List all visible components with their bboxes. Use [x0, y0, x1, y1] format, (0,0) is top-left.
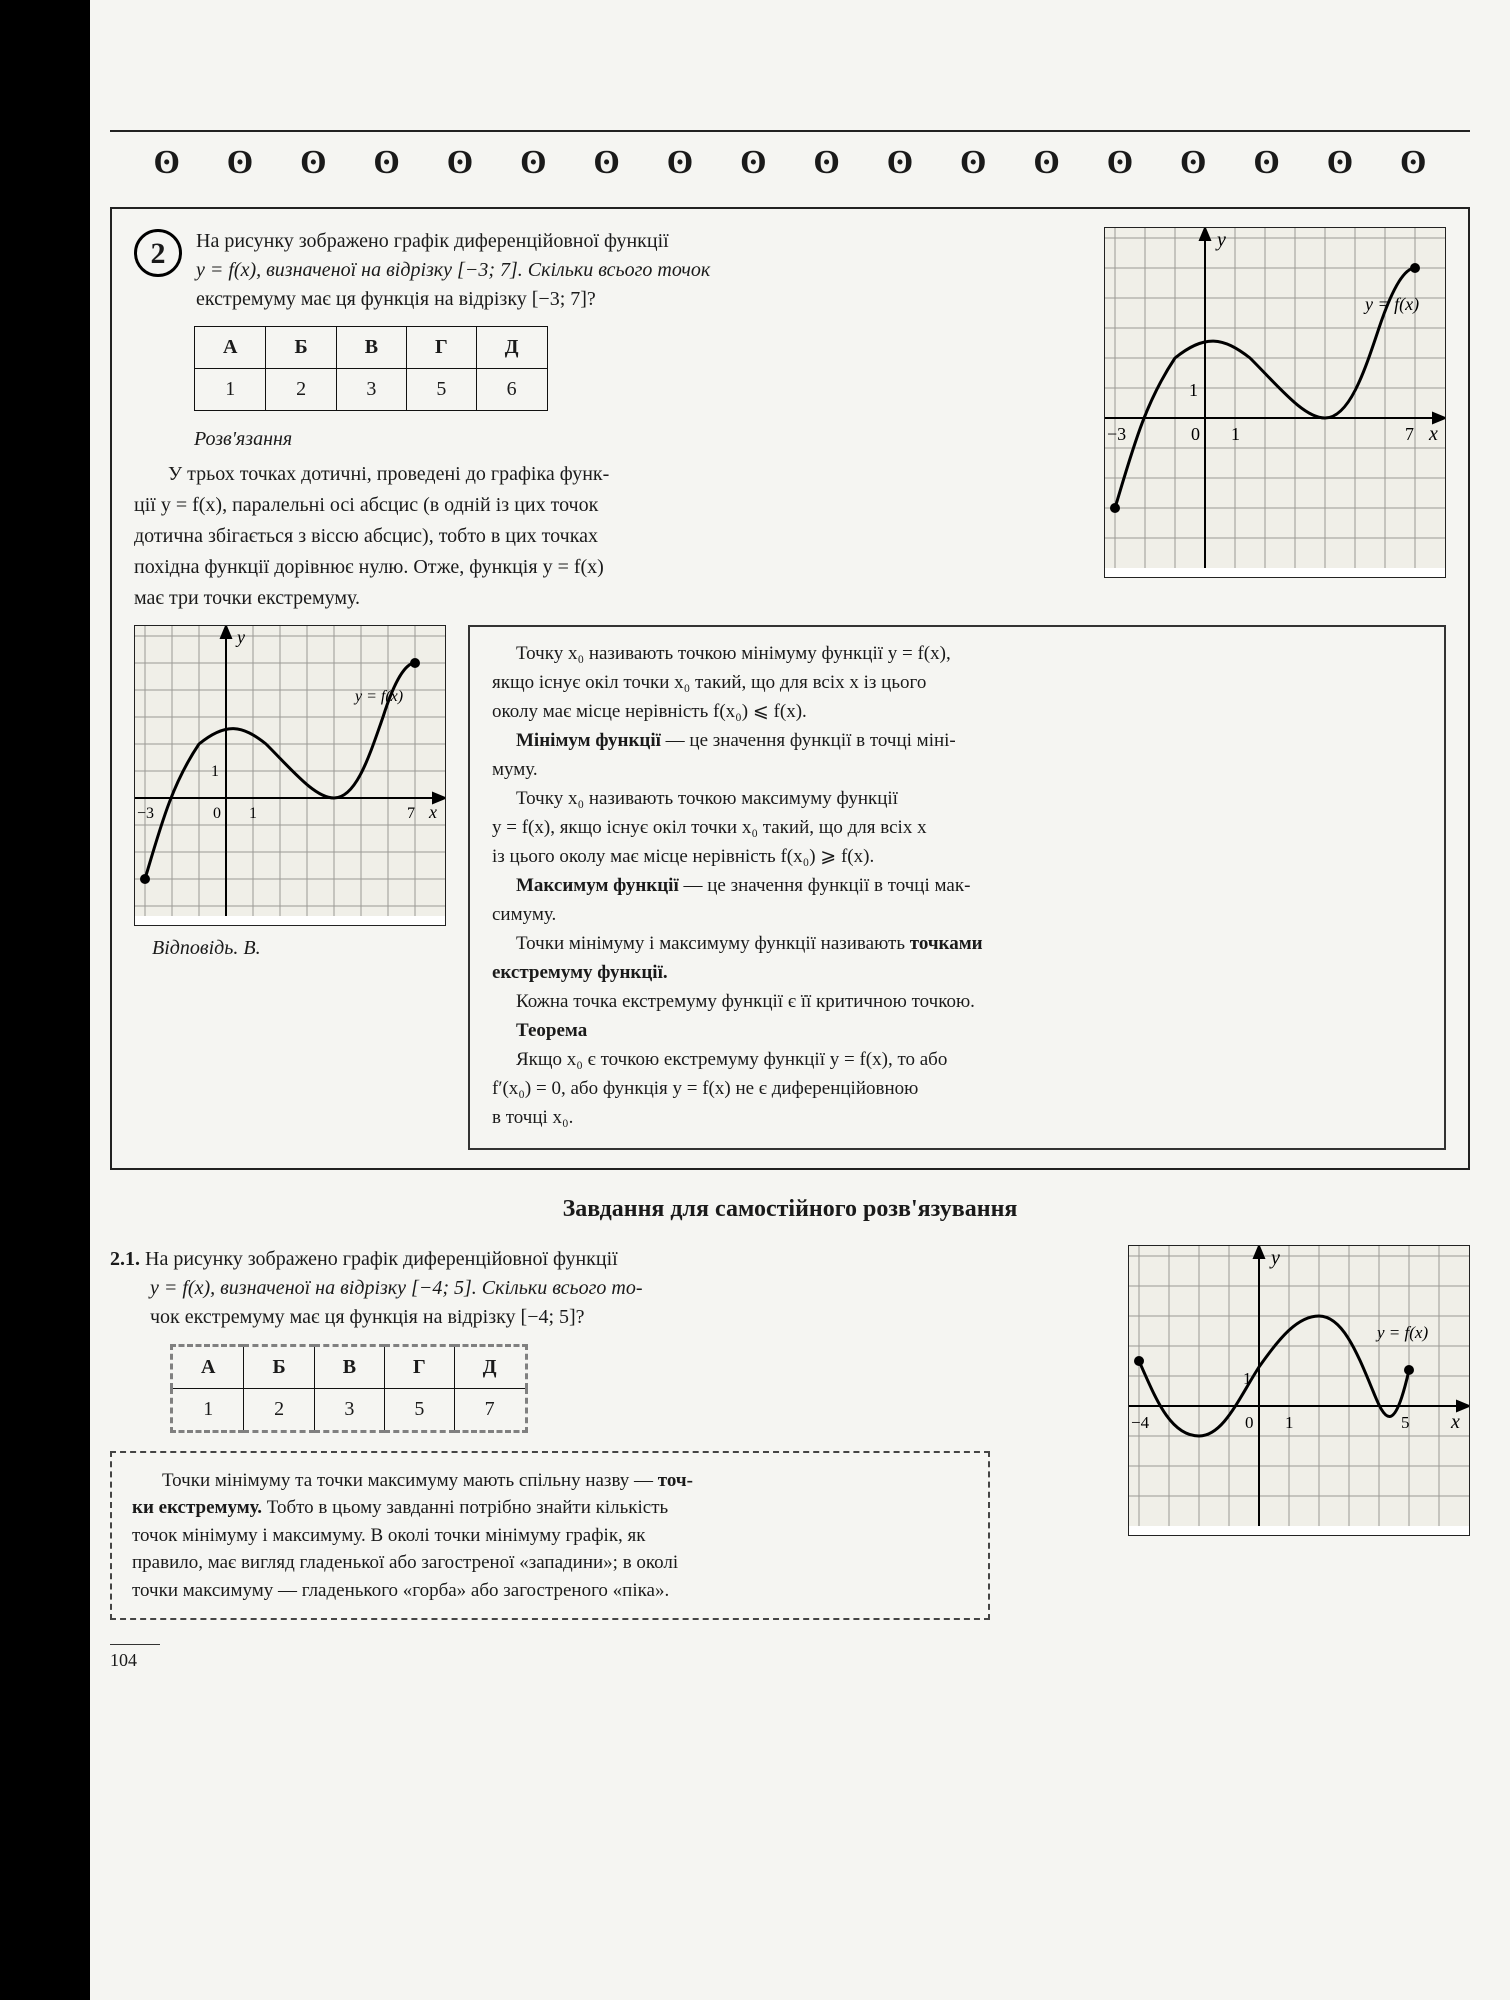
x-axis-label: x: [1428, 423, 1438, 445]
problem-number: 2: [151, 232, 166, 276]
svg-text:−3: −3: [137, 805, 154, 822]
option-value: 5: [407, 369, 477, 411]
option-value: 2: [244, 1388, 314, 1431]
theory-box: Точку x₀ називають точкою мінімуму функц…: [468, 625, 1446, 1149]
option-header: А: [195, 327, 266, 369]
problem-number-circle: 2: [134, 229, 182, 277]
option-value: 6: [476, 369, 547, 411]
svg-text:7: 7: [407, 805, 415, 822]
answer-options-table: А Б В Г Д 1 2 3 5 6: [194, 326, 548, 411]
option-value: 2: [266, 369, 336, 411]
x-tick: 5: [1401, 1413, 1410, 1432]
curve-label: y = f(x): [1375, 1323, 1428, 1342]
x-tick: −4: [1131, 1413, 1150, 1432]
x-tick: 7: [1405, 424, 1414, 444]
option-value: 3: [336, 369, 406, 411]
problem-prompt: На рисунку зображено графік диференційов…: [196, 227, 710, 314]
solution-text: У трьох точках дотичні, проведені до гра…: [134, 460, 1086, 613]
answer-line: Відповідь. В.: [152, 934, 446, 963]
x-tick: 1: [1231, 424, 1240, 444]
graph-solution: y = f(x) y x −3 0 1 7 1: [134, 625, 446, 926]
svg-text:x: x: [1450, 1411, 1460, 1433]
option-header: Г: [407, 327, 477, 369]
svg-text:1: 1: [1243, 1369, 1252, 1388]
svg-text:y: y: [1269, 1247, 1280, 1269]
x-tick: 1: [1285, 1413, 1294, 1432]
graph-problem2: y = f(x) y x −3 0 1 7 1: [1104, 227, 1446, 578]
x-tick: 0: [1191, 424, 1200, 444]
option-header: Б: [266, 327, 336, 369]
option-header: Б: [244, 1345, 314, 1388]
option-value: 5: [385, 1388, 455, 1431]
svg-text:1: 1: [211, 763, 219, 780]
option-value: 3: [314, 1388, 384, 1431]
svg-text:x: x: [428, 802, 437, 822]
section-title: Завдання для самостійного розв'язування: [110, 1192, 1470, 1227]
worked-example-box: 2 На рисунку зображено графік диференцій…: [110, 207, 1470, 1169]
scan-black-strip: [0, 0, 90, 2000]
task-2.1-prompt: 2.1. На рисунку зображено графік диферен…: [110, 1245, 1108, 1332]
x-tick: −3: [1107, 424, 1126, 444]
option-value: 7: [454, 1388, 526, 1431]
page-number: 104: [110, 1644, 160, 1673]
option-header: Д: [476, 327, 547, 369]
graph-task-2.1: y = f(x) y x −4 0 1 5 1: [1128, 1245, 1470, 1536]
y-axis-label: y: [1215, 229, 1226, 251]
solution-label: Розв'язання: [194, 425, 1086, 454]
option-header: В: [336, 327, 406, 369]
option-value: 1: [195, 369, 266, 411]
svg-text:y: y: [235, 627, 245, 647]
x-tick: 0: [1245, 1413, 1254, 1432]
top-rule: [110, 130, 1470, 132]
option-value: 1: [172, 1388, 244, 1431]
svg-text:1: 1: [249, 805, 257, 822]
y-tick: 1: [1189, 380, 1198, 400]
spiral-binding: ʘʘʘ ʘʘʘ ʘʘʘ ʘʘʘ ʘʘʘ ʘʘʘ: [110, 138, 1470, 197]
option-header: Д: [454, 1345, 526, 1388]
svg-text:0: 0: [213, 805, 221, 822]
curve-label: y = f(x): [1363, 294, 1419, 315]
option-header: В: [314, 1345, 384, 1388]
hint-box: Точки мінімуму та точки максимуму мають …: [110, 1451, 990, 1621]
answer-options-table-2.1: А Б В Г Д 1 2 3 5 7: [170, 1344, 528, 1433]
option-header: А: [172, 1345, 244, 1388]
curve-label: y = f(x): [353, 688, 403, 705]
option-header: Г: [385, 1345, 455, 1388]
